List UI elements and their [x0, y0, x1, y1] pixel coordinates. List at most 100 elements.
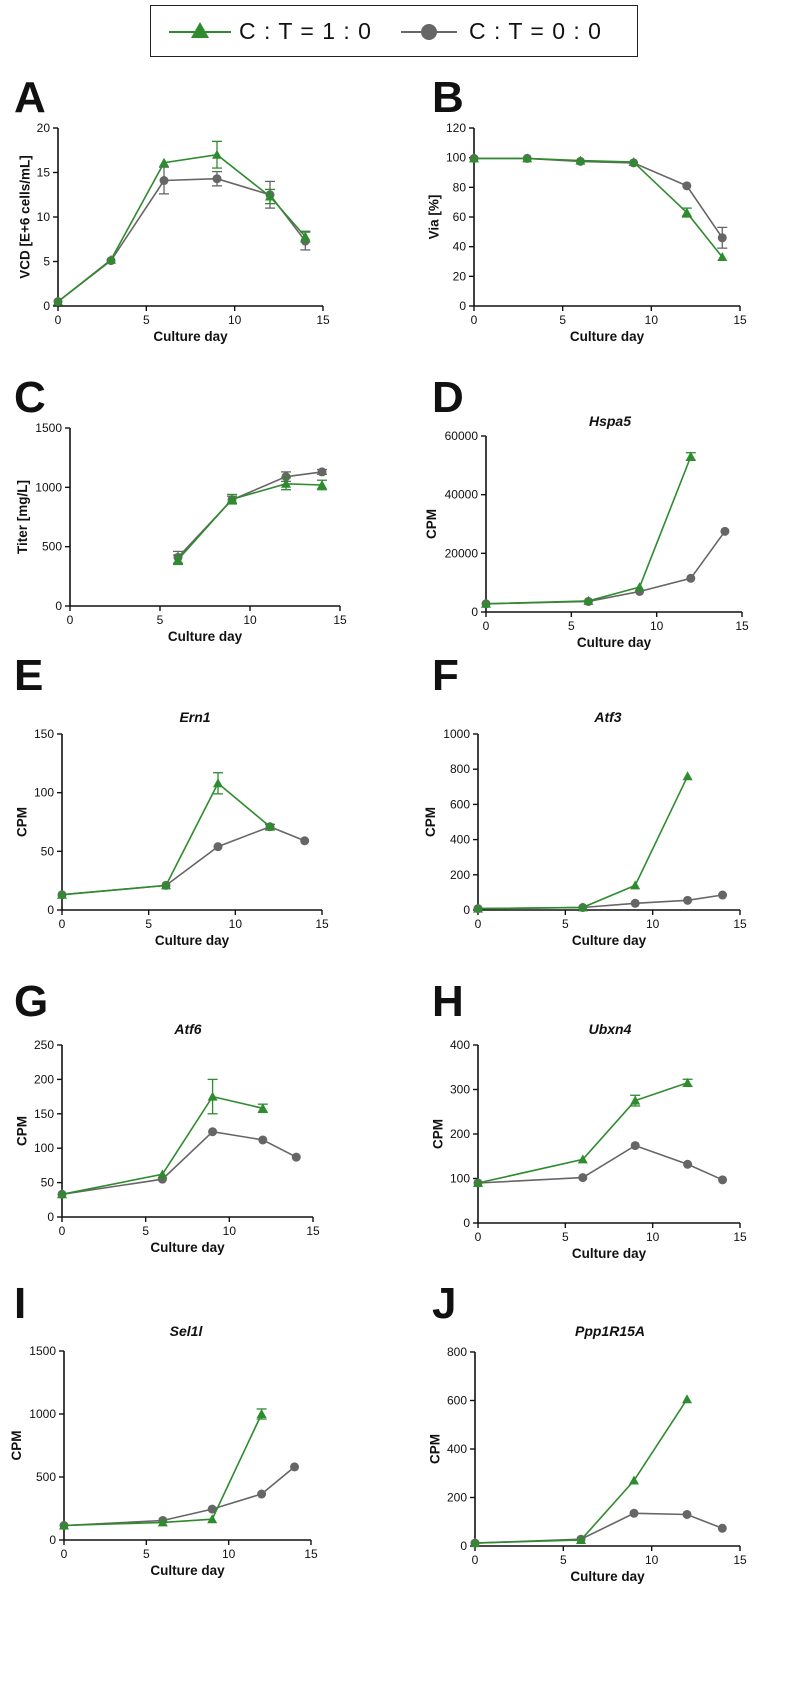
panel-h: H Ubxn4 0 100 200 300 400 0 5 10 15 Culture day CPM — [430, 977, 747, 1261]
data-point-triangle — [583, 595, 594, 605]
x-tick-label: 5 — [559, 313, 566, 327]
data-point-triangle — [681, 207, 692, 217]
x-tick-label: 15 — [315, 917, 329, 931]
x-tick-label: 10 — [650, 619, 664, 633]
series-line — [61, 825, 306, 896]
data-point-triangle — [212, 149, 222, 159]
y-tick-label: 0 — [471, 605, 478, 619]
data-point-triangle — [59, 1520, 69, 1530]
panel-b: B 0 20 40 60 80 100 120 0 5 10 15 Culture day Via [%] — [426, 73, 747, 344]
x-tick-label: 15 — [733, 917, 747, 931]
series-line — [57, 153, 306, 303]
y-tick-label: 400 — [447, 1442, 467, 1456]
data-point-triangle — [469, 153, 479, 163]
x-tick-label: 5 — [560, 1553, 567, 1567]
y-tick-label: 100 — [34, 786, 54, 800]
y-tick-label: 40 — [453, 240, 467, 254]
data-point-circle — [281, 472, 291, 482]
data-point-circle — [578, 1173, 588, 1183]
x-tick-label: 10 — [222, 1547, 236, 1561]
y-tick-label: 1000 — [443, 727, 470, 741]
y-tick-label: 20000 — [445, 546, 479, 560]
y-axis-title: CPM — [14, 807, 29, 837]
y-tick-label: 100 — [34, 1141, 54, 1155]
data-point-triangle — [628, 157, 639, 167]
panel-letter: J — [432, 1279, 456, 1328]
panel-letter: D — [432, 373, 464, 422]
y-tick-label: 60 — [453, 210, 467, 224]
data-point-triangle — [634, 582, 645, 592]
panel-f: F Atf3 0 200 400 600 800 1000 0 5 10 15 Culture day C… — [423, 651, 747, 948]
y-axis-title: CPM — [9, 1431, 24, 1461]
data-point-triangle — [227, 494, 237, 504]
y-tick-label: 150 — [34, 727, 54, 741]
x-tick-label: 0 — [471, 313, 478, 327]
x-tick-label: 15 — [733, 1230, 747, 1244]
series-c-t-1-0 — [473, 771, 693, 913]
x-axis-title: Culture day — [153, 329, 228, 344]
y-tick-label: 120 — [446, 121, 466, 135]
panel-letter: C — [14, 373, 46, 422]
data-point-triangle — [576, 1534, 586, 1544]
y-tick-label: 20 — [37, 121, 51, 135]
panel-letter: B — [432, 73, 464, 122]
data-point-triangle — [57, 1189, 67, 1199]
x-tick-label: 0 — [475, 1230, 482, 1244]
data-point-triangle — [682, 771, 693, 781]
x-tick-label: 15 — [733, 1553, 747, 1567]
data-point-triangle — [575, 155, 586, 165]
y-tick-label: 0 — [459, 299, 466, 313]
series-c-t-0-0 — [59, 1462, 300, 1531]
data-point-triangle — [106, 254, 116, 264]
data-point-circle — [317, 467, 327, 477]
y-axis-title: VCD [E+6 cells/mL] — [18, 155, 33, 278]
chart-title: Ubxn4 — [589, 1021, 632, 1037]
data-point-circle — [630, 898, 640, 908]
y-tick-label: 500 — [36, 1470, 56, 1484]
x-tick-label: 15 — [735, 619, 749, 633]
series-c-t-1-0 — [470, 1394, 692, 1548]
y-axis-title: Titer [mg/L] — [15, 480, 30, 554]
panel-letter: I — [14, 1279, 26, 1328]
chart-title: Ppp1R15A — [575, 1323, 645, 1339]
series-c-t-1-0 — [53, 140, 311, 306]
x-tick-label: 0 — [59, 1224, 66, 1238]
y-tick-label: 0 — [47, 1210, 54, 1224]
x-tick-label: 15 — [333, 613, 347, 627]
series-line — [177, 482, 323, 561]
y-tick-label: 10 — [37, 210, 51, 224]
y-tick-label: 15 — [37, 166, 51, 180]
panel-i: I Sel1l 0 500 1000 1500 0 5 10 15 Culture day CPM — [9, 1279, 318, 1578]
chart-title: Atf3 — [593, 709, 621, 725]
data-point-circle — [212, 174, 222, 184]
y-tick-label: 0 — [43, 299, 50, 313]
y-tick-label: 1500 — [29, 1344, 56, 1358]
data-point-circle — [207, 1504, 217, 1514]
y-tick-label: 1000 — [35, 480, 62, 494]
panel-a: A 0 5 10 15 20 0 5 10 15 Culture day VCD [E+6 cells… — [14, 73, 330, 344]
data-point-circle — [159, 176, 169, 186]
panel-j: J Ppp1R15A 0 200 400 600 800 0 5 10 15 Culture day C… — [427, 1279, 747, 1584]
data-point-triangle — [317, 479, 327, 489]
data-point-triangle — [473, 903, 483, 913]
data-point-triangle — [256, 1409, 267, 1418]
y-axis-title: CPM — [424, 509, 439, 539]
legend: C : T = 1 : 0 C : T = 0 : 0 — [150, 5, 638, 57]
data-point-circle — [258, 1135, 268, 1145]
data-point-triangle — [159, 157, 169, 167]
data-point-triangle — [281, 478, 291, 488]
panel-letter: H — [432, 977, 464, 1026]
data-point-triangle — [577, 902, 588, 912]
series-c-t-1-0 — [59, 1408, 267, 1530]
x-tick-label: 10 — [228, 313, 242, 327]
data-point-circle — [630, 1141, 640, 1151]
y-axis-title: CPM — [427, 1434, 442, 1464]
data-point-circle — [717, 233, 727, 243]
y-axis-title: CPM — [14, 1116, 29, 1146]
x-tick-label: 5 — [142, 1224, 149, 1238]
x-tick-label: 10 — [229, 917, 243, 931]
y-tick-label: 200 — [450, 1127, 470, 1141]
x-tick-label: 15 — [306, 1224, 320, 1238]
panel-letter: E — [14, 651, 43, 700]
